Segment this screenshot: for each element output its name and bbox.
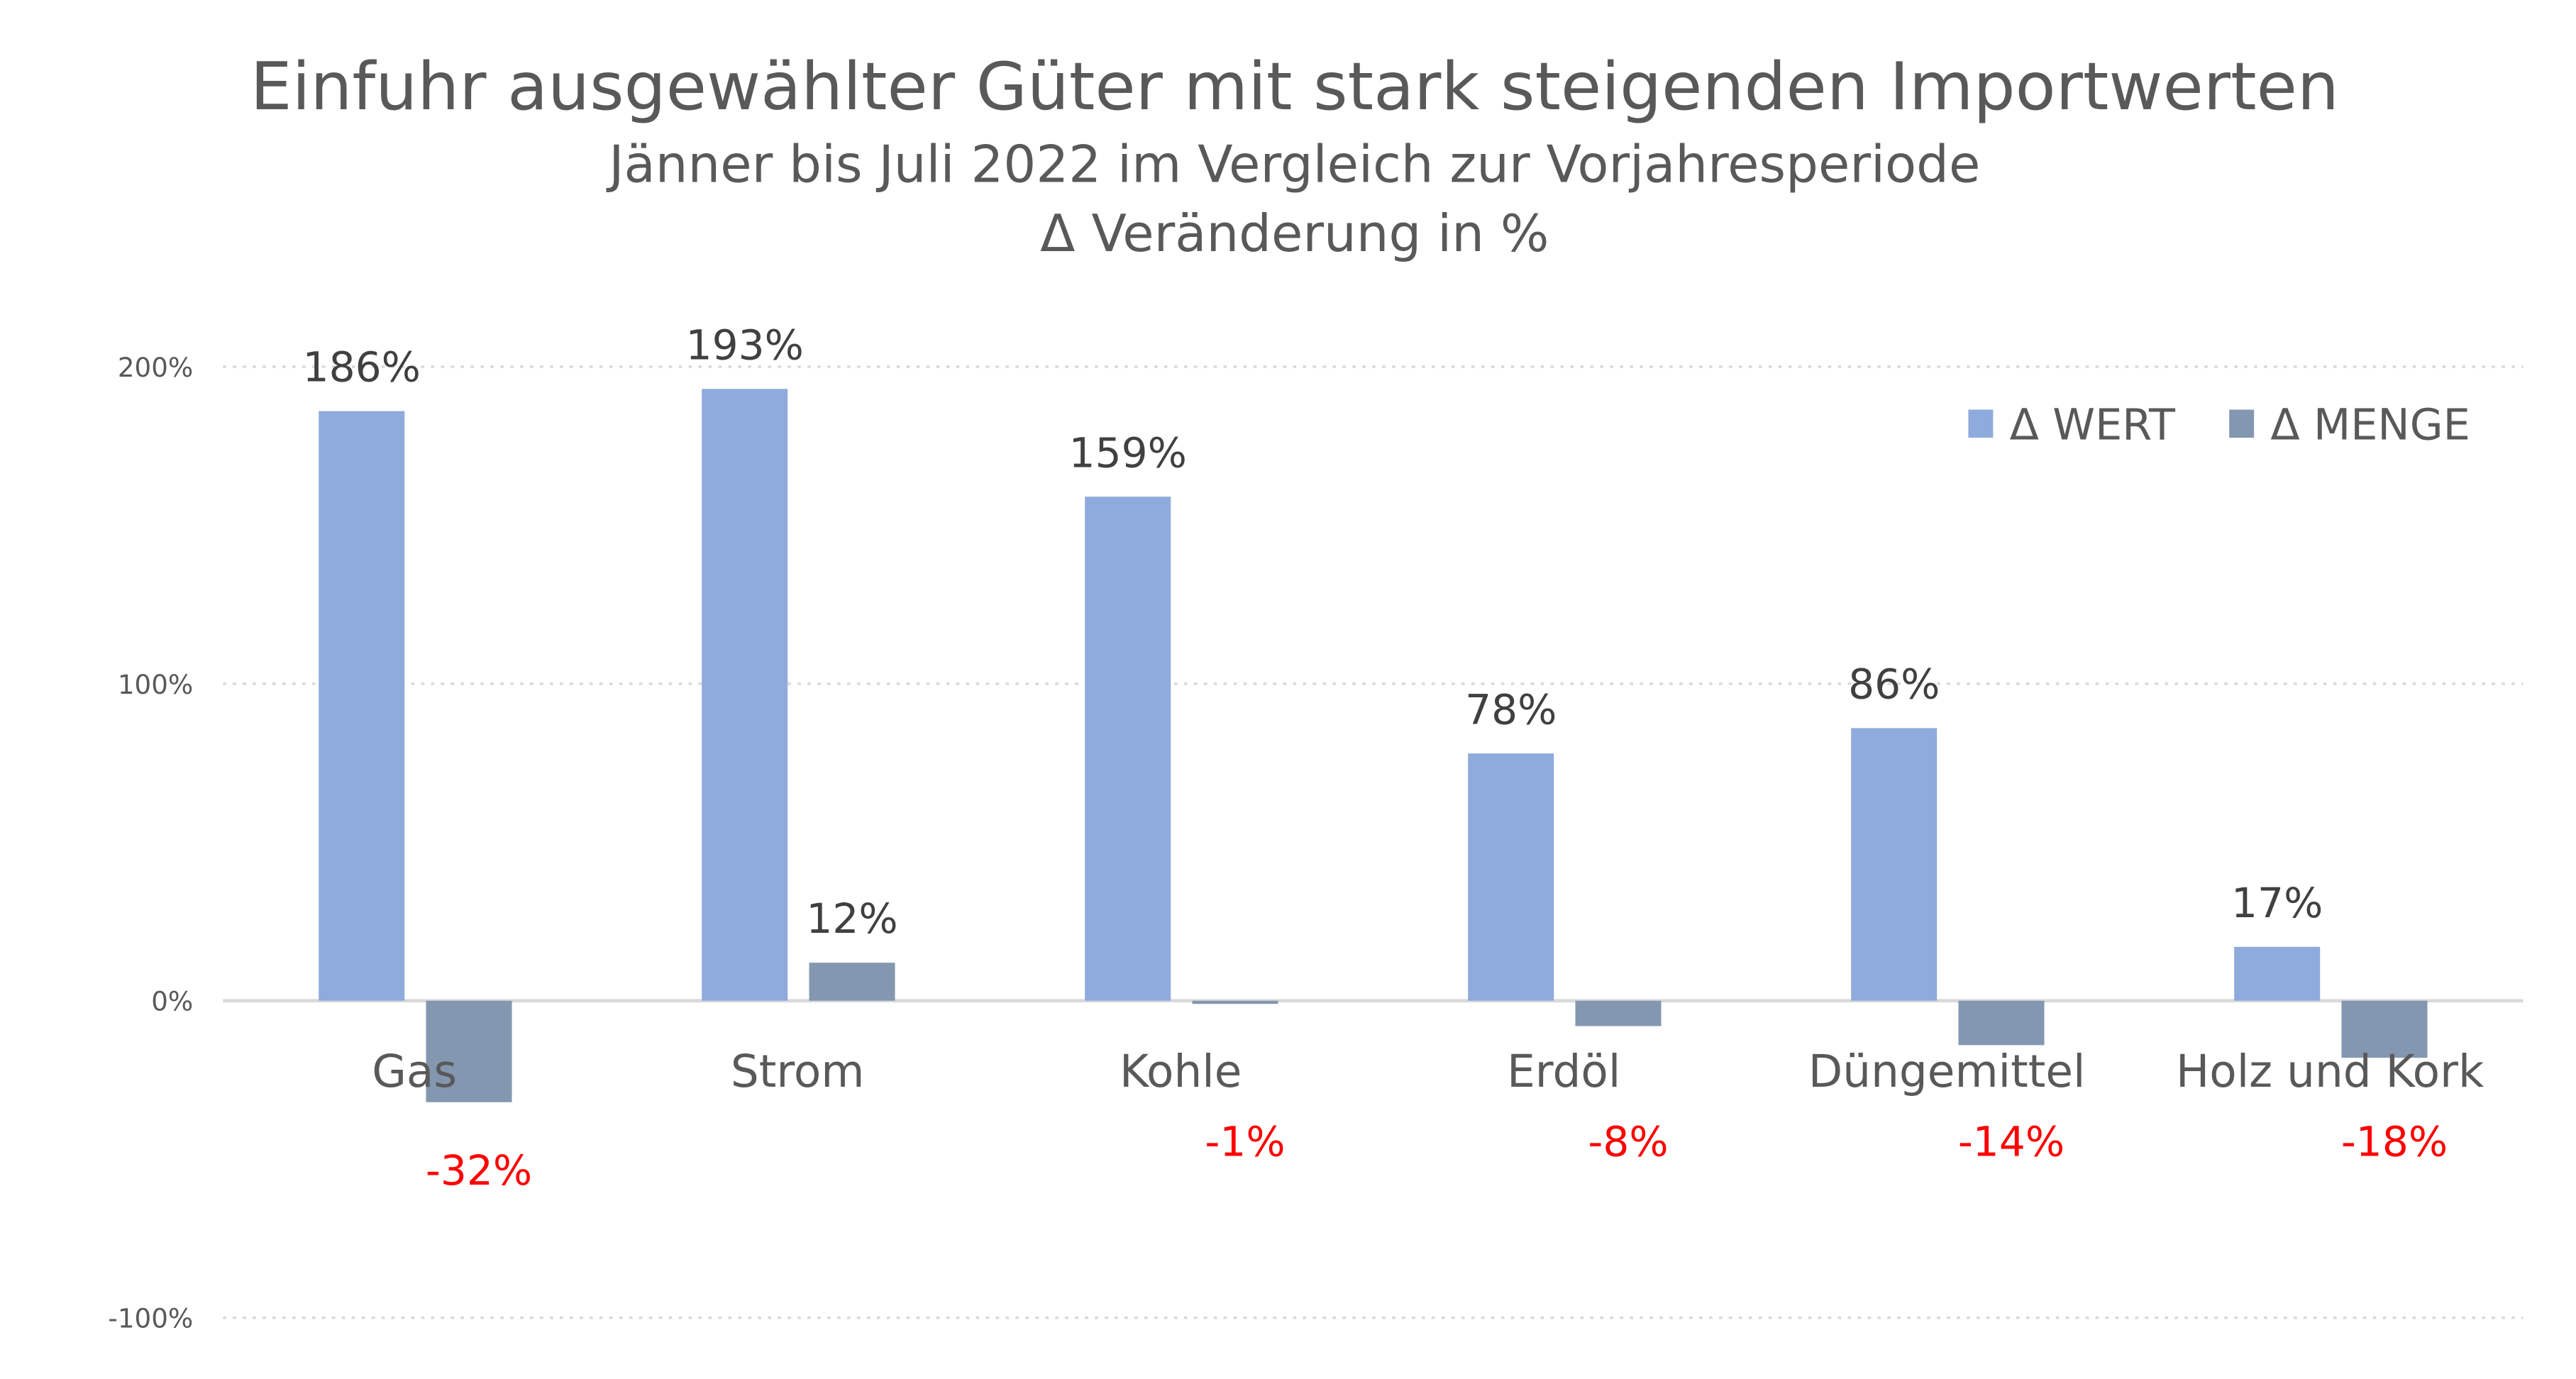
bar-menge xyxy=(2341,1000,2428,1058)
y-tick-label: -100% xyxy=(108,1303,193,1334)
x-tick-label: Erdöl xyxy=(1507,1046,1620,1097)
x-tick-label: Gas xyxy=(372,1046,457,1097)
data-label: 159% xyxy=(1069,428,1187,477)
data-label: -14% xyxy=(1958,1118,2064,1166)
x-tick-label: Holz und Kork xyxy=(2176,1046,2484,1097)
legend-swatch xyxy=(2229,409,2255,438)
chart-subtitle-2: Δ Veränderung in % xyxy=(1040,204,1549,264)
legend: Δ WERT Δ MENGE xyxy=(1968,400,2470,450)
bar-wert xyxy=(702,389,788,1001)
data-label: 12% xyxy=(806,895,897,943)
y-tick-label: 100% xyxy=(118,669,193,700)
legend-swatch xyxy=(1968,409,1994,438)
data-label: -18% xyxy=(2341,1118,2448,1166)
bar-menge xyxy=(1192,1000,1278,1004)
data-label: 193% xyxy=(686,321,804,369)
data-label: 86% xyxy=(1848,660,1940,709)
bar-wert xyxy=(2234,946,2321,1001)
bar-wert xyxy=(1468,753,1554,1001)
data-label: 186% xyxy=(303,343,421,392)
bar-wert xyxy=(1851,728,1937,1001)
y-tick-label: 200% xyxy=(118,352,193,383)
data-label: -32% xyxy=(426,1146,532,1195)
data-label: 17% xyxy=(2231,879,2323,927)
data-label: -1% xyxy=(1205,1118,1285,1166)
legend-label: Δ MENGE xyxy=(2270,400,2470,450)
bar-menge xyxy=(426,1000,512,1102)
bar-menge xyxy=(1575,1000,1662,1026)
bar-menge xyxy=(1958,1000,2045,1046)
bar-wert xyxy=(319,411,405,1001)
x-tick-label: Düngemittel xyxy=(1808,1046,2086,1097)
chart-title: Einfuhr ausgewählter Güter mit stark ste… xyxy=(250,48,2339,125)
x-tick-label: Strom xyxy=(731,1046,865,1097)
data-label: -8% xyxy=(1588,1118,1668,1166)
bar-wert xyxy=(1085,497,1171,1001)
legend-label: Δ WERT xyxy=(2010,400,2176,450)
chart-subtitle: Jänner bis Juli 2022 im Vergleich zur Vo… xyxy=(606,135,1980,194)
data-label: 78% xyxy=(1465,685,1557,733)
x-tick-label: Kohle xyxy=(1120,1046,1242,1097)
bar-menge xyxy=(809,963,895,1001)
y-tick-label: 0% xyxy=(151,986,193,1017)
